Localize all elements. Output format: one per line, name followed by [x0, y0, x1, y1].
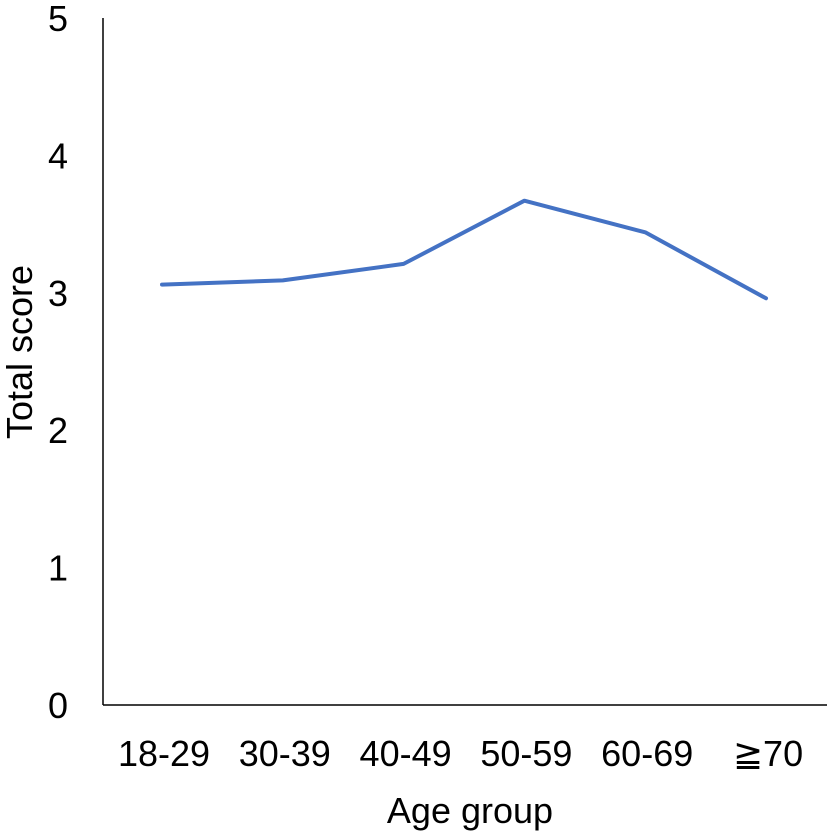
x-tick-label: 50-59: [480, 733, 572, 774]
x-tick-label: 30-39: [239, 733, 331, 774]
x-axis-title: Age group: [387, 790, 553, 831]
x-tick-label: 60-69: [601, 733, 693, 774]
y-tick-label: 4: [48, 135, 68, 176]
y-tick-label: 2: [48, 410, 68, 451]
y-tick-label: 0: [48, 685, 68, 726]
x-tick-label: 40-49: [360, 733, 452, 774]
x-tick-label: 18-29: [118, 733, 210, 774]
x-tick-label: ≧70: [733, 733, 803, 774]
series-group: [160, 198, 768, 301]
y-tick-label: 3: [48, 273, 68, 314]
y-axis-title: Total score: [0, 265, 40, 439]
y-axis-ticks: 0 1 2 3 4 5: [48, 0, 68, 726]
x-axis-ticks: 18-29 30-39 40-49 50-59 60-69 ≧70: [118, 733, 803, 774]
series-line: [160, 198, 768, 301]
y-tick-label: 1: [48, 548, 68, 589]
y-tick-label: 5: [48, 0, 68, 39]
